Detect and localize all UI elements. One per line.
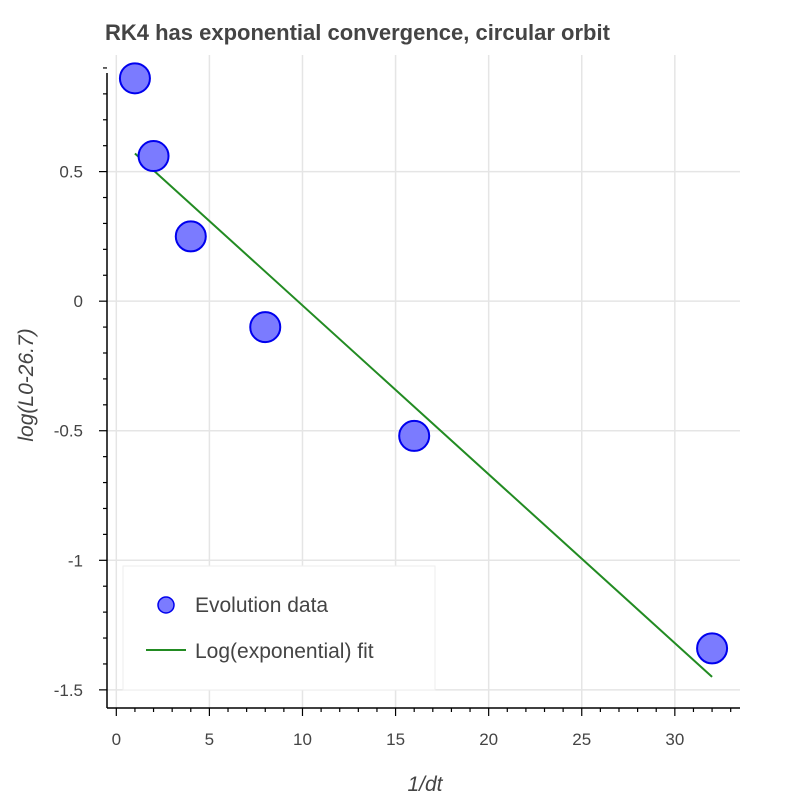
y-tick-label: 0 [74,292,83,311]
data-point [398,419,431,452]
legend: Evolution data Log(exponential) fit [122,565,436,691]
x-axis-ticks: 0 5 10 15 20 25 30 [112,708,732,749]
fit-line-group [134,152,713,678]
y-tick-label: -1 [68,551,83,570]
y-axis-ticks: -1.5 -1 -0.5 0 0.5 [54,67,107,700]
data-point [118,62,151,95]
data-point [174,220,207,253]
data-points-group [118,62,729,665]
x-axis-label: 1/dt [407,773,443,796]
legend-label-fit: Log(exponential) fit [195,640,374,663]
x-tick-label: 10 [293,730,312,749]
axes [106,73,740,709]
x-tick-label: 15 [386,730,405,749]
x-tick-label: 5 [205,730,214,749]
fit-line [134,152,713,678]
y-tick-label: -0.5 [54,422,83,441]
x-tick-label: 20 [479,730,498,749]
legend-marker-evolution-data [157,596,175,614]
data-point [137,140,170,173]
data-point [249,311,282,344]
y-tick-label: -1.5 [54,681,83,700]
x-tick-label: 30 [665,730,684,749]
grid [107,55,740,708]
x-tick-label: 25 [572,730,591,749]
y-tick-label: 0.5 [59,163,83,182]
y-axis-label: log(L0-26.7) [15,328,38,441]
legend-label-evolution-data: Evolution data [195,594,328,617]
x-tick-label: 0 [112,730,121,749]
legend-box [122,565,436,691]
data-point [696,632,729,665]
chart-title: RK4 has exponential convergence, circula… [105,20,611,45]
